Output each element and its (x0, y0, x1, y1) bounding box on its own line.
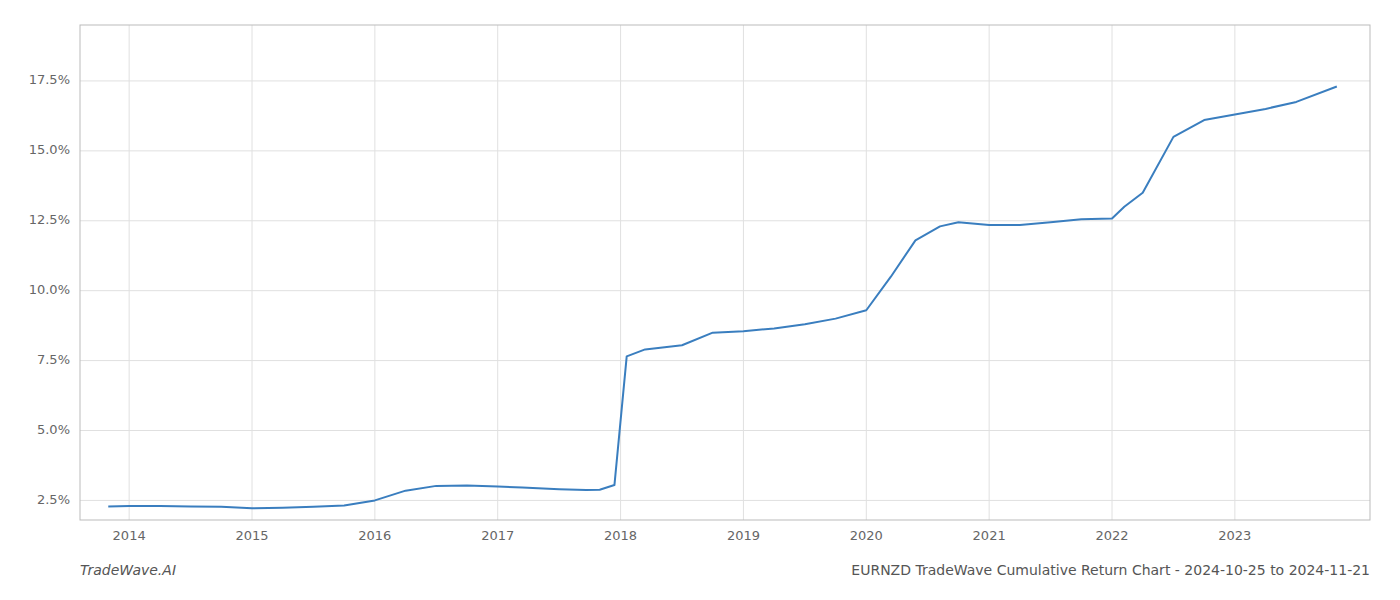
y-grid-line (80, 80, 1370, 81)
watermark: TradeWave.AI (80, 562, 176, 578)
x-tick-label: 2016 (358, 528, 391, 543)
y-grid-line (80, 220, 1370, 221)
x-tick-label: 2018 (604, 528, 637, 543)
y-grid-line (80, 430, 1370, 431)
y-tick-label: 2.5% (37, 492, 70, 507)
x-grid-line (374, 25, 375, 520)
y-grid-line (80, 290, 1370, 291)
x-grid-line (129, 25, 130, 520)
x-grid-line (866, 25, 867, 520)
x-tick-label: 2019 (727, 528, 760, 543)
x-grid-line (620, 25, 621, 520)
chart-title: EURNZD TradeWave Cumulative Return Chart… (851, 562, 1370, 578)
x-grid-line (1234, 25, 1235, 520)
x-grid-line (743, 25, 744, 520)
axes: 2.5% 5.0% 7.5% 10.0% 12.5% 15.0% 17.5% 2014 2015… (29, 25, 1370, 543)
x-tick-label: 2014 (113, 528, 146, 543)
x-grid-line (252, 25, 253, 520)
x-grid-line (1112, 25, 1113, 520)
y-tick-label: 10.0% (29, 282, 70, 297)
plot-area (108, 87, 1337, 509)
grid (80, 25, 1370, 520)
y-tick-label: 17.5% (29, 72, 70, 87)
x-tick-label: 2023 (1218, 528, 1251, 543)
x-tick-label: 2022 (1095, 528, 1128, 543)
y-grid-line (80, 500, 1370, 501)
y-tick-label: 15.0% (29, 142, 70, 157)
x-grid-line (497, 25, 498, 520)
x-tick-label: 2020 (850, 528, 883, 543)
x-tick-label: 2015 (235, 528, 268, 543)
data-line (108, 87, 1337, 509)
x-tick-label: 2017 (481, 528, 514, 543)
chart-container: 2.5% 5.0% 7.5% 10.0% 12.5% 15.0% 17.5% 2014 2015… (0, 0, 1400, 600)
y-tick-label: 12.5% (29, 212, 70, 227)
plot-frame (80, 25, 1370, 520)
x-grid-line (989, 25, 990, 520)
y-tick-label: 5.0% (37, 422, 70, 437)
y-grid-line (80, 360, 1370, 361)
x-tick-label: 2021 (973, 528, 1006, 543)
chart-svg: 2.5% 5.0% 7.5% 10.0% 12.5% 15.0% 17.5% 2014 2015… (0, 0, 1400, 600)
y-grid-line (80, 150, 1370, 151)
y-tick-label: 7.5% (37, 352, 70, 367)
